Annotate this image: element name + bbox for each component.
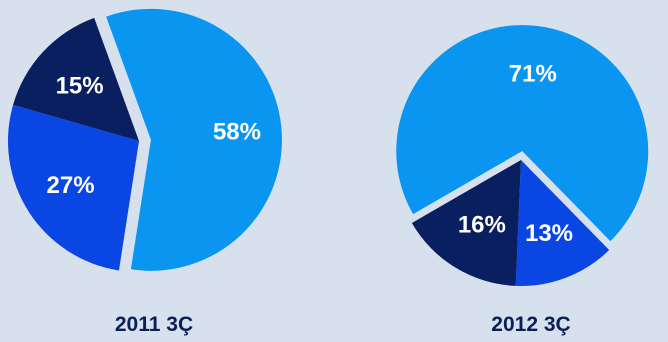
pie-slice-2012-2 [411,160,521,286]
pie-slice-2011-0 [106,8,282,271]
pie-slice-2012-0 [396,25,649,242]
pie-title-2012: 2012 3Ç [491,313,570,336]
pie-slice-label-2012-0: 71% [509,61,557,88]
pie-chart-2011: 58% 27% 15% [7,8,282,271]
pie-slice-2012-1 [515,160,610,286]
pie-slice-label-2011-0: 58% [213,118,261,145]
pie-chart-2012: 71% 13% 16% [396,25,649,286]
pie-slice-label-2011-2: 15% [56,73,104,100]
pie-slice-label-2012-1: 13% [525,220,573,247]
pie-slice-2011-1 [7,104,139,271]
pie-slice-2011-2 [13,17,140,141]
pie-title-2011: 2011 3Ç [115,313,193,336]
pie-slice-label-2012-2: 16% [458,212,506,239]
pie-slice-label-2011-1: 27% [47,172,95,199]
